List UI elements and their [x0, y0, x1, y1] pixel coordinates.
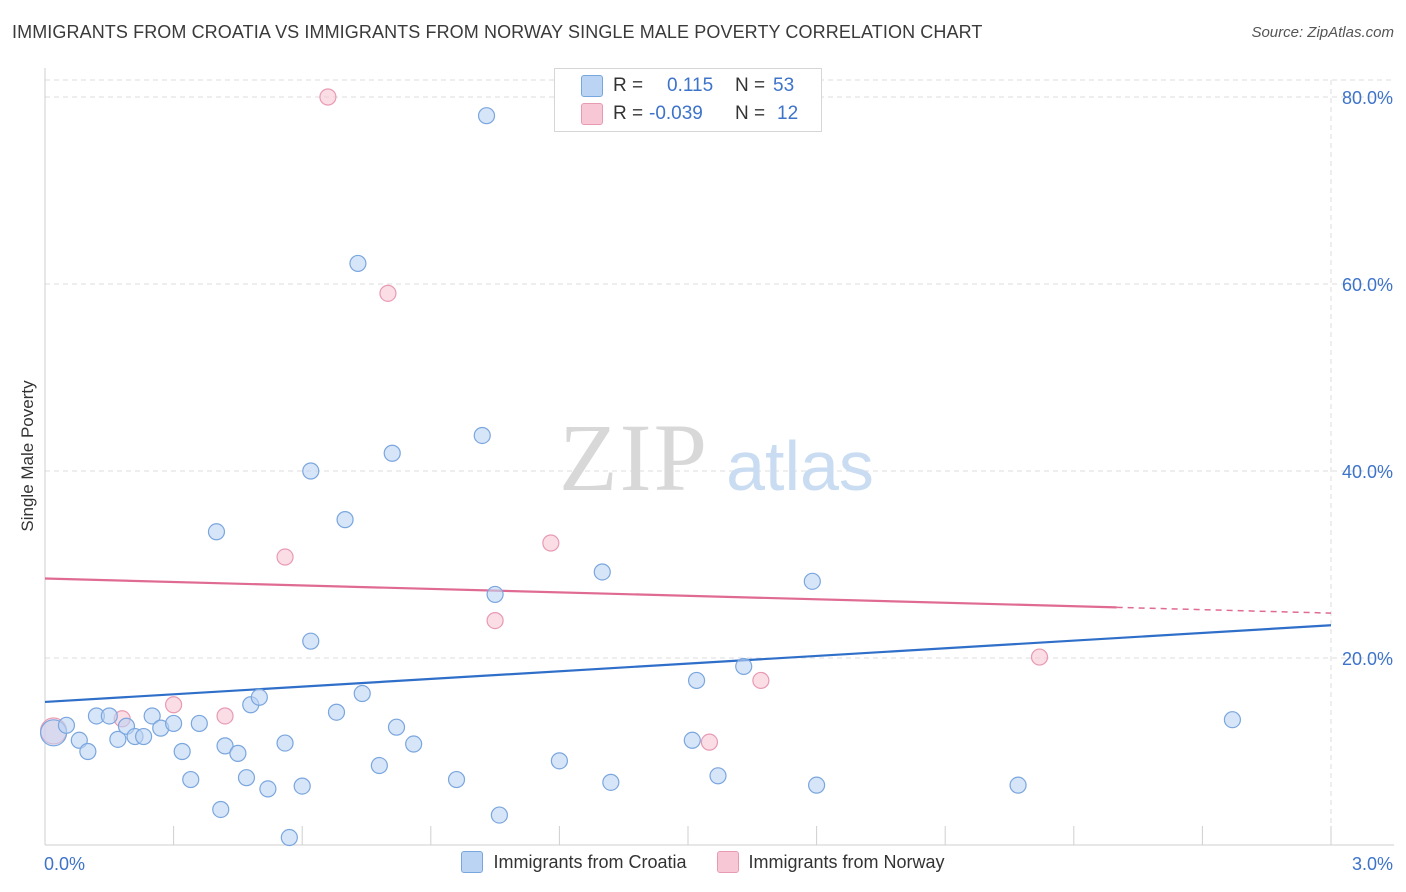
y-tick-label: 80.0% [1342, 88, 1393, 108]
norway-point [700, 733, 719, 751]
norway-point [319, 88, 337, 106]
croatia-point [57, 716, 76, 734]
croatia-point [709, 767, 727, 785]
norway-point [1030, 648, 1049, 666]
croatia-point [405, 735, 423, 753]
bottom-legend: Immigrants from Croatia Immigrants from … [0, 851, 1406, 873]
croatia-point [259, 780, 277, 798]
norway-r-value: -0.039 [649, 103, 703, 124]
trend-lines [44, 577, 1332, 704]
croatia-point [477, 107, 496, 125]
stats-row-norway: R = -0.039 N = 12 [555, 101, 821, 127]
croatia-point [190, 714, 208, 733]
norway-r-label: R = [613, 103, 644, 124]
croatia-point [370, 756, 388, 775]
croatia-point [276, 734, 294, 752]
croatia-point [212, 800, 230, 819]
legend-item-croatia[interactable]: Immigrants from Croatia [461, 851, 687, 873]
norway-point [379, 284, 397, 302]
croatia-point [486, 585, 504, 604]
legend-croatia-label: Immigrants from Croatia [493, 851, 687, 872]
watermark-atlas: atlas [726, 427, 874, 505]
data-points [39, 88, 1242, 847]
norway-point [216, 707, 234, 725]
stats-row-croatia: R = 0.115 N = 53 [555, 73, 821, 99]
croatia-n-label: N = [735, 75, 766, 96]
croatia-point [302, 462, 320, 480]
croatia-point [353, 684, 371, 703]
norway-point [165, 696, 183, 714]
croatia-point [280, 828, 298, 847]
croatia-point [336, 511, 354, 529]
croatia-point [293, 777, 311, 795]
croatia-point [207, 523, 226, 541]
x-tick-label: 0.0% [44, 854, 85, 874]
croatia-point [687, 671, 706, 690]
norway-point [486, 611, 504, 630]
norway-point [542, 534, 560, 552]
croatia-point [250, 688, 268, 706]
croatia-point [803, 572, 821, 590]
legend-croatia-swatch [461, 851, 484, 873]
croatia-point [302, 632, 320, 650]
legend-norway-label: Immigrants from Norway [748, 851, 945, 872]
norway-point [276, 548, 294, 566]
croatia-point [134, 727, 153, 746]
croatia-point [327, 703, 346, 721]
croatia-point [683, 731, 701, 749]
croatia-point [100, 707, 118, 725]
croatia-point [165, 714, 183, 733]
croatia-point [602, 773, 620, 791]
norway-n-label: N = [735, 103, 766, 124]
stats-legend-box: R = 0.115 N = 53 R = -0.039 N = 12 [554, 68, 822, 132]
croatia-point [387, 718, 406, 736]
croatia-point [79, 742, 97, 761]
norway-n-value: 12 [777, 103, 799, 124]
norway-swatch [581, 103, 603, 125]
axes [44, 68, 1394, 846]
watermark: ZIP atlas [559, 404, 874, 511]
croatia-point [490, 806, 508, 824]
croatia-n-value: 53 [773, 75, 795, 96]
croatia-point [109, 730, 127, 748]
norway-trend-line [44, 577, 1117, 609]
y-tick-label: 60.0% [1342, 275, 1393, 295]
croatia-r-value: 0.115 [667, 75, 714, 96]
croatia-swatch [581, 75, 603, 97]
croatia-point [237, 769, 256, 787]
croatia-point [447, 770, 466, 789]
croatia-point [173, 742, 191, 761]
chart-title: IMMIGRANTS FROM CROATIA VS IMMIGRANTS FR… [12, 22, 983, 42]
croatia-r-label: R = [613, 75, 644, 96]
croatia-point [550, 752, 569, 770]
legend-item-norway[interactable]: Immigrants from Norway [716, 851, 945, 873]
croatia-point [182, 770, 200, 789]
croatia-point [1009, 776, 1027, 794]
croatia-point [1223, 711, 1242, 729]
croatia-point [473, 426, 491, 445]
croatia-point [229, 744, 247, 762]
watermark-zip: ZIP [559, 404, 709, 511]
norway-trend-line-extension [1116, 606, 1332, 614]
croatia-point [593, 563, 611, 581]
croatia-point [735, 657, 753, 676]
tick-labels: 20.0% 40.0% 60.0% 80.0% 0.0% 3.0% [44, 88, 1393, 874]
croatia-point [349, 254, 367, 273]
source-credit: Source: ZipAtlas.com [1251, 24, 1394, 41]
gridlines [45, 79, 1393, 845]
croatia-trend-line [44, 624, 1332, 704]
croatia-point [143, 707, 161, 725]
croatia-point [383, 444, 401, 462]
y-tick-label: 20.0% [1342, 649, 1393, 669]
y-tick-label: 40.0% [1342, 462, 1393, 482]
legend-norway-swatch [716, 851, 739, 873]
norway-point [752, 671, 770, 690]
croatia-point [807, 776, 826, 794]
x-tick-label: 3.0% [1352, 854, 1393, 874]
croatia-point [216, 737, 234, 755]
